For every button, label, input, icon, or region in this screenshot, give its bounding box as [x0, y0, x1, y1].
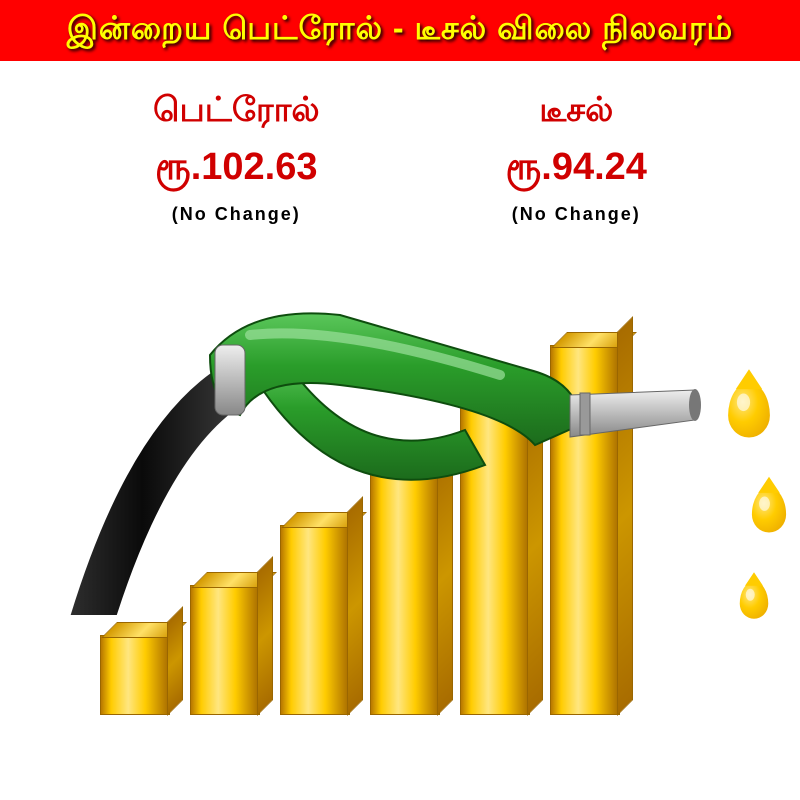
price-row: பெட்ரோல் ரூ.102.63 (No Change) டீசல் ரூ.… — [0, 61, 800, 245]
diesel-block: டீசல் ரூ.94.24 (No Change) — [506, 91, 647, 225]
header-banner: இன்றைய பெட்ரோல் - டீசல் விலை நிலவரம் — [0, 0, 800, 61]
oil-drop-icon — [752, 488, 786, 533]
petrol-status: (No Change) — [153, 204, 320, 225]
petrol-price: ரூ.102.63 — [153, 146, 320, 194]
bar — [100, 635, 170, 715]
oil-drop-icon — [728, 383, 770, 438]
petrol-block: பெட்ரோல் ரூ.102.63 (No Change) — [153, 91, 320, 225]
fuel-nozzle-icon — [40, 275, 720, 615]
diesel-status: (No Change) — [506, 204, 647, 225]
fuel-graphic — [0, 255, 800, 735]
petrol-label: பெட்ரோல் — [153, 91, 320, 134]
diesel-price: ரூ.94.24 — [506, 146, 647, 194]
header-title: இன்றைய பெட்ரோல் - டீசல் விலை நிலவரம் — [0, 10, 800, 51]
diesel-label: டீசல் — [506, 91, 647, 134]
oil-drop-icon — [740, 581, 769, 619]
